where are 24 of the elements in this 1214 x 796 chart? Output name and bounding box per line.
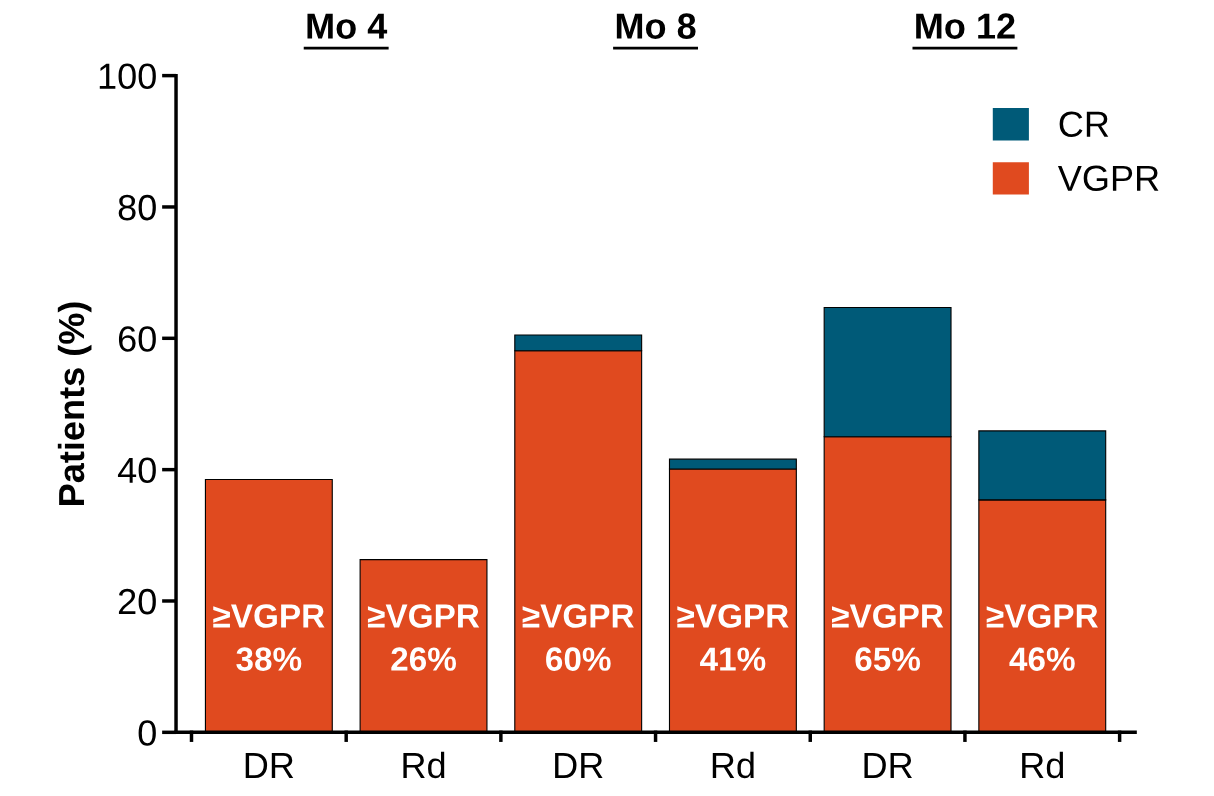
total-label: ≥VGPR 46% <box>986 604 1098 671</box>
legend-label: VGPR <box>1057 165 1159 192</box>
y-tick-label: 0 <box>138 720 156 746</box>
total-label: ≥VGPR 38% <box>213 604 325 671</box>
total-label: ≥VGPR 60% <box>522 604 634 671</box>
y-tick-label: 60 <box>118 326 156 352</box>
total-label: ≥VGPR 41% <box>677 604 789 671</box>
total-label: ≥VGPR 65% <box>832 604 944 671</box>
x-tick-label: DR <box>555 753 603 778</box>
x-tick-label: DR <box>245 753 294 778</box>
y-tick-label: 20 <box>118 588 156 615</box>
text: Mo 4 <box>307 13 388 39</box>
legend-label: CR <box>1059 111 1109 137</box>
x-tick-label: Rd <box>1022 751 1064 779</box>
text: Mo 8 <box>616 13 696 39</box>
total-label: ≥VGPR 26% <box>367 604 480 671</box>
y-axis-title: Patients (%) <box>57 302 92 505</box>
y-tick-label: 40 <box>117 457 156 484</box>
text: Mo 12 <box>916 13 1015 39</box>
y-tick-label: 100 <box>99 63 156 90</box>
x-tick-label: Rd <box>712 751 754 779</box>
x-tick-label: Rd <box>403 751 445 779</box>
y-tick-label: 80 <box>118 194 156 221</box>
x-tick-label: DR <box>864 753 912 778</box>
